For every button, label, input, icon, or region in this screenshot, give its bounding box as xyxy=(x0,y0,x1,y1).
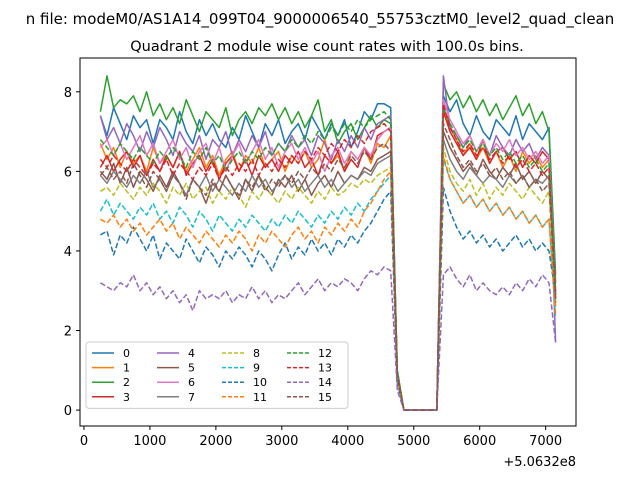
legend-label-12: 12 xyxy=(318,347,332,360)
legend-label-6: 6 xyxy=(188,376,195,389)
series-line-15 xyxy=(99,122,557,411)
legend-label-14: 14 xyxy=(318,376,332,389)
y-tick-label: 0 xyxy=(64,404,72,419)
y-tick-label: 6 xyxy=(64,165,72,180)
series-line-13 xyxy=(99,103,557,411)
series-line-2 xyxy=(99,75,557,411)
series-line-0 xyxy=(99,95,557,411)
legend-label-11: 11 xyxy=(253,391,267,404)
legend-label-5: 5 xyxy=(188,362,195,375)
x-tick-label: 7000 xyxy=(529,434,562,449)
legend-box xyxy=(85,341,349,409)
x-tick-label: 5000 xyxy=(397,434,430,449)
figure-suptitle: n file: modeM0/AS1A14_099T04_9000006540_… xyxy=(26,10,615,29)
series-line-14 xyxy=(100,266,557,411)
y-tick-label: 8 xyxy=(64,86,72,101)
x-tick-label: 2000 xyxy=(199,434,232,449)
x-tick-label: 6000 xyxy=(463,434,496,449)
x-tick-label: 3000 xyxy=(265,434,298,449)
x-tick-label: 0 xyxy=(80,434,88,449)
series-line-6 xyxy=(99,99,557,411)
legend-label-3: 3 xyxy=(123,391,130,404)
legend-label-13: 13 xyxy=(318,362,332,375)
plot-frame xyxy=(79,57,577,427)
legend-label-9: 9 xyxy=(253,362,260,375)
series-line-8 xyxy=(100,146,557,411)
axis-layer: 0 1000 2000 3000 4000 5000 6000 7000 0 2 4 6 8 xyxy=(64,86,562,449)
y-tick-label: 2 xyxy=(64,325,72,340)
y-tick-label: 4 xyxy=(64,245,72,260)
legend-label-2: 2 xyxy=(123,376,130,389)
x-tick-label: 1000 xyxy=(133,434,166,449)
x-offset-label: +5.0632e8 xyxy=(503,455,576,470)
legend-label-4: 4 xyxy=(188,347,195,360)
series-line-12 xyxy=(99,106,557,411)
x-tick-label: 4000 xyxy=(331,434,364,449)
series-line-9 xyxy=(99,158,557,411)
chart-title: Quadrant 2 module wise count rates with … xyxy=(130,39,524,55)
series-layer xyxy=(99,75,557,411)
legend-label-8: 8 xyxy=(253,347,260,360)
series-line-10 xyxy=(100,186,557,411)
legend-label-1: 1 xyxy=(123,362,130,375)
series-line-3 xyxy=(99,110,557,411)
legend-label-0: 0 xyxy=(123,347,130,360)
legend-label-15: 15 xyxy=(318,391,332,404)
legend-label-7: 7 xyxy=(188,391,195,404)
legend-label-10: 10 xyxy=(253,376,267,389)
